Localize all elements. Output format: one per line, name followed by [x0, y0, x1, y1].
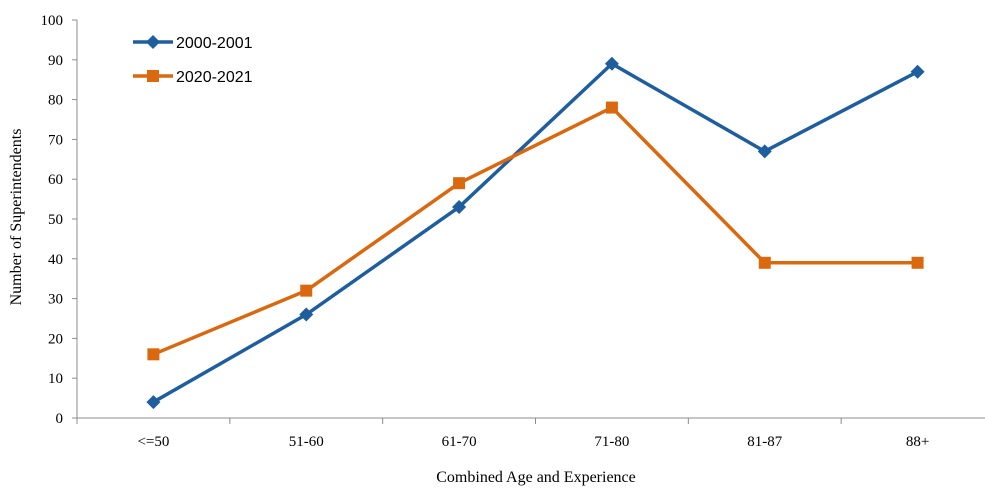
data-point [146, 395, 161, 410]
y-tick-label: 0 [56, 411, 64, 427]
data-point [147, 348, 160, 361]
data-point [453, 177, 466, 190]
series-line [152, 105, 918, 356]
x-tick-label: 71-80 [594, 434, 629, 450]
data-point [911, 256, 924, 269]
y-tick-label: 90 [48, 53, 63, 69]
series-2000-2001 [146, 56, 925, 410]
legend-label: 2000-2001 [176, 35, 253, 52]
x-axis: <=50 51-60 61-70 71-80 81-87 88+ [76, 417, 985, 450]
data-point [452, 200, 467, 215]
legend-marker [147, 70, 159, 82]
legend-entry: 2020-2021 [133, 69, 253, 86]
x-axis-title: Combined Age and Experience [436, 469, 636, 486]
data-point [758, 256, 771, 269]
data-point [757, 144, 772, 159]
y-tick-label: 80 [48, 93, 63, 109]
data-point [300, 284, 313, 297]
x-tick-label: <=50 [137, 434, 169, 450]
y-tick-label: 100 [41, 13, 64, 29]
data-point [910, 64, 925, 79]
y-tick-label: 70 [48, 132, 63, 148]
data-point [605, 101, 618, 114]
series-layer [146, 56, 925, 410]
legend-label: 2020-2021 [176, 69, 253, 86]
series-line [152, 62, 919, 404]
x-tick-label: 51-60 [289, 434, 324, 450]
y-axis-title: Number of Superintendents [8, 129, 25, 306]
y-tick-label: 40 [48, 252, 63, 268]
series-2020-2021 [147, 101, 924, 361]
y-tick-label: 60 [48, 172, 63, 188]
legend-entry: 2000-2001 [133, 35, 253, 52]
y-tick-label: 30 [48, 292, 63, 308]
data-point [604, 56, 619, 71]
y-tick-label: 10 [48, 371, 63, 387]
y-axis: 0 10 20 30 40 50 60 70 80 90 100 [41, 13, 78, 427]
legend: 2000-2001 2020-2021 [133, 35, 253, 86]
y-tick-label: 50 [48, 212, 63, 228]
legend-marker [146, 35, 160, 49]
x-tick-label: 81-87 [747, 434, 782, 450]
x-tick-label: 61-70 [442, 434, 477, 450]
x-tick-label: 88+ [906, 434, 929, 450]
y-tick-label: 20 [48, 331, 63, 347]
data-point [299, 307, 314, 322]
